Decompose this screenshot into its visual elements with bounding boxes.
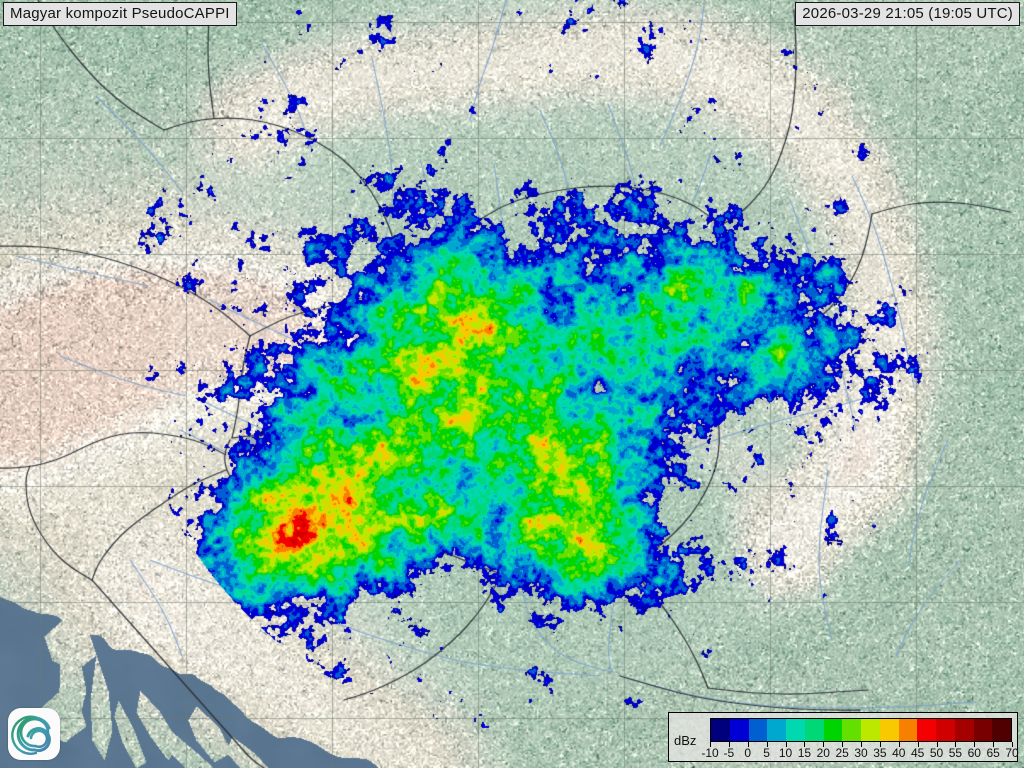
legend-swatch-3 [767,719,786,741]
legend-swatch-14 [973,719,993,741]
legend-swatch-9 [879,719,899,741]
legend-tick-label-70: 70 [1005,746,1019,760]
legend-swatch-12 [936,719,955,741]
legend-colorbar [711,719,1011,741]
legend-swatch-4 [786,719,805,741]
product-title-text: Magyar kompozit PseudoCAPPI [10,5,230,22]
legend-tick-label--5: -5 [723,746,735,760]
legend-swatch-1 [729,719,749,741]
legend-tick--10 [710,742,711,747]
legend-tick-label-45: 45 [910,746,925,760]
legend-tick-labels: -10 -5 0 5 10 15 20 25 30 35 40 45 50 55 60 65 70 [701,746,1018,760]
legend-tick-label-60: 60 [967,746,981,760]
legend-colorbar-frame [710,718,1012,742]
legend-tick-label-30: 30 [854,746,868,760]
legend-tick-label-15: 15 [797,746,812,760]
legend-tick-5 [766,742,768,747]
legend-swatch-8 [861,719,880,741]
legend-unit-label: dBz [674,733,697,748]
legend-tick-15 [804,742,806,747]
legend-tick--5 [728,742,730,747]
legend-tick-40 [898,742,900,747]
legend-tick-label-35: 35 [873,746,887,760]
legend-tick-45 [917,742,919,747]
timestamp-text: 2026-03-29 21:05 (19:05 UTC) [802,5,1013,22]
legend-tick-30 [861,742,862,747]
legend-tick-25 [842,742,844,747]
legend-tick-10 [785,742,787,747]
legend-tick-label-50: 50 [929,746,944,760]
legend-tick-35 [879,742,881,747]
legend-tick-label-5: 5 [763,746,770,760]
legend-tick-marks [710,742,1013,748]
legend-tick-label-20: 20 [816,746,830,760]
legend-swatch-10 [898,719,918,741]
legend-swatch-7 [842,719,861,741]
legend-tick-label-25: 25 [835,746,849,760]
legend-swatch-5 [804,719,824,741]
dbz-color-legend: dBz -10 -5 0 5 10 15 20 25 30 35 40 45 50 55 60 65 70 [668,712,1019,762]
legend-tick-label-0: 0 [744,746,752,760]
legend-tick-70 [1012,742,1013,747]
legend-swatch-11 [917,719,936,741]
legend-swatch-2 [748,719,768,741]
legend-tick-60 [974,742,976,747]
spiral-swirl-icon [11,715,51,755]
timestamp-box: 2026-03-29 21:05 (19:05 UTC) [795,2,1020,26]
legend-swatch-15 [992,719,1011,741]
legend-tick-label-40: 40 [892,746,906,760]
legend-swatch-6 [823,719,843,741]
legend-tick-label--10: -10 [701,746,719,760]
legend-tick-label-10: 10 [778,746,793,760]
legend-swatch-13 [954,719,974,741]
legend-tick-label-55: 55 [948,746,963,760]
legend-tick-label-65: 65 [986,746,1000,760]
legend-tick-50 [936,742,938,747]
legend-tick-55 [955,742,957,747]
legend-swatch-0 [711,719,730,741]
legend-tick-0 [747,742,749,747]
legend-tick-20 [823,742,825,747]
legend-tick-65 [993,742,995,747]
product-title-box: Magyar kompozit PseudoCAPPI [3,2,237,26]
omsz-logo-badge [8,708,60,760]
